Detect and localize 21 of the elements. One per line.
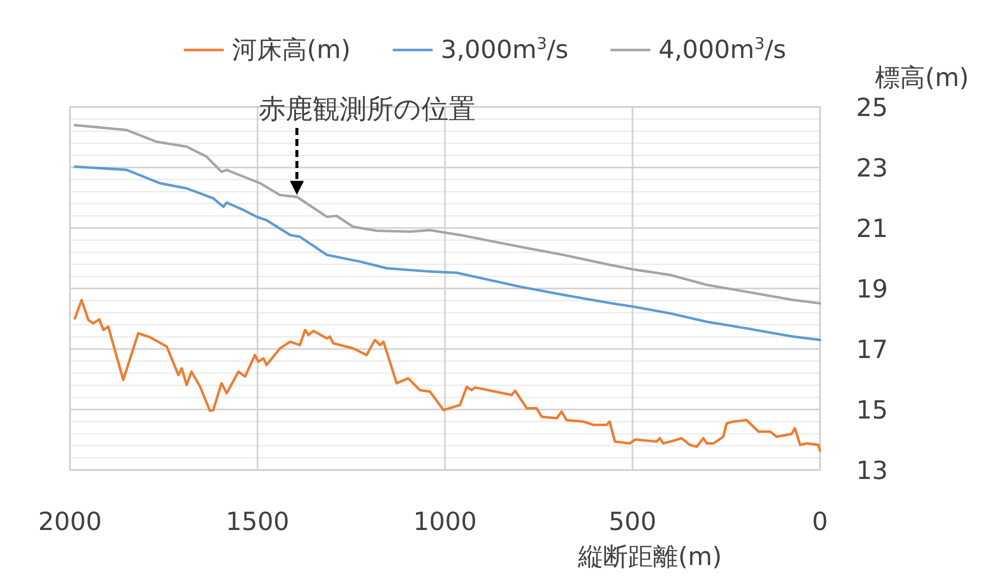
x-tick-label: 0 [812, 507, 828, 536]
x-tick-label: 1000 [413, 507, 477, 536]
legend-label: 4,000m$^{3}$/s [658, 34, 786, 64]
y-tick-label: 25 [856, 93, 888, 122]
y-tick-label: 13 [856, 456, 888, 485]
y-tick-label: 15 [856, 396, 888, 424]
line-series [74, 124, 822, 305]
annotation: 赤鹿観測所の位置 [258, 94, 476, 125]
legend-label: 3,000m$^{3}$/s [440, 34, 568, 64]
y-tick-label: 17 [856, 335, 888, 364]
x-axis-title: 縦断距離(m) [577, 542, 722, 571]
line-series [74, 298, 822, 452]
x-tick-label: 2000 [38, 507, 102, 536]
x-tick-label: 1500 [226, 507, 290, 536]
legend-label: 河床高(m) [232, 35, 351, 64]
y-axis-title: 標高(m) [875, 63, 969, 92]
y-tick-label: 23 [856, 154, 888, 182]
x-tick-label: 500 [608, 507, 656, 536]
y-tick-label: 21 [856, 214, 888, 243]
y-tick-label: 19 [856, 274, 888, 304]
line-series [74, 165, 822, 342]
